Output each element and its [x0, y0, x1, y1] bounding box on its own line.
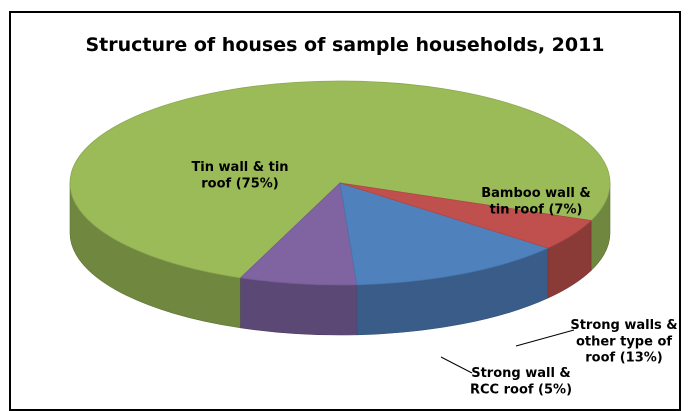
slice-label-0-line-0: Tin wall & tin [191, 160, 288, 175]
pie-slice-2 [339, 182, 550, 286]
slice-label-2: Strong walls & other type of roof (13%) [570, 318, 677, 366]
slice-label-3: Strong wall & RCC roof (5%) [470, 366, 572, 397]
pie-labels: Tin wall & tin roof (75%) Bamboo wall & tin… [191, 160, 677, 397]
slice-label-0-line-1: roof (75%) [201, 176, 278, 191]
slice-label-1-line-0: Bamboo wall & [481, 186, 590, 201]
slice-label-2-line-2: roof (13%) [585, 351, 662, 366]
slice-label-2-line-1: other type of [576, 334, 672, 349]
slice-label-0: Tin wall & tin roof (75%) [191, 160, 288, 191]
slice-label-3-line-1: RCC roof (5%) [470, 382, 572, 397]
leader-line-3 [440, 356, 473, 374]
pie-slice-1 [239, 182, 358, 286]
pie-slice-3 [339, 182, 592, 249]
pie-top-faces [69, 80, 611, 286]
slice-label-3-line-0: Strong wall & [471, 366, 571, 381]
pie-side-walls [69, 182, 611, 336]
chart-title: Structure of houses of sample households… [85, 34, 605, 56]
pie-slice-side-1 [240, 277, 358, 336]
slice-label-2-line-0: Strong walls & [570, 318, 677, 333]
pie-slice-0 [69, 80, 611, 279]
leader-line-2 [515, 329, 575, 347]
slice-label-1: Bamboo wall & tin roof (7%) [481, 186, 590, 217]
slice-label-1-line-1: tin roof (7%) [490, 202, 583, 217]
